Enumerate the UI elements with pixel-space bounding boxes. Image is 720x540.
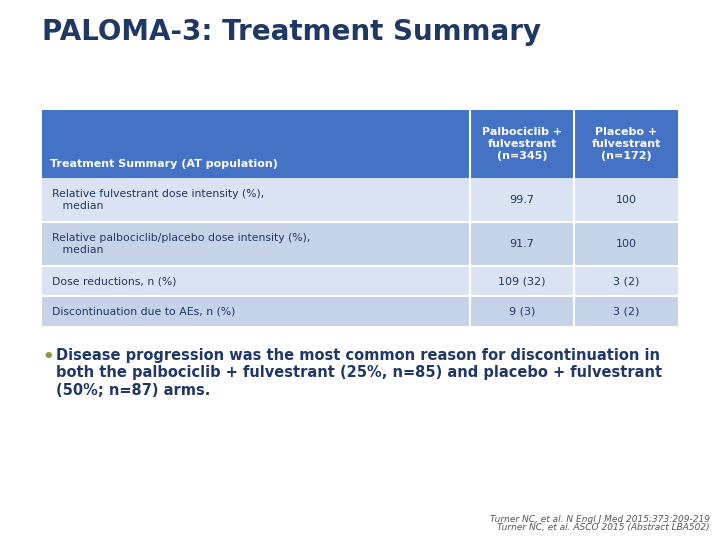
Bar	[470, 296, 574, 326]
Text: 100: 100	[616, 195, 636, 205]
Bar	[574, 178, 678, 222]
Text: Palbociclib +
fulvestrant
(n=345): Palbociclib + fulvestrant (n=345)	[482, 127, 562, 160]
Text: 9 (3): 9 (3)	[509, 306, 535, 316]
Text: •: •	[42, 348, 53, 366]
Bar	[42, 222, 470, 266]
Bar	[470, 266, 574, 296]
Text: 3 (2): 3 (2)	[613, 276, 639, 286]
Text: Relative palbociclib/placebo dose intensity (%),
   median: Relative palbociclib/placebo dose intens…	[52, 233, 310, 255]
Bar	[574, 296, 678, 326]
Bar	[42, 110, 470, 178]
Bar	[470, 222, 574, 266]
Text: 100: 100	[616, 239, 636, 249]
Bar	[470, 178, 574, 222]
Text: Turner NC, et al. ASCO 2015 (Abstract LBA502): Turner NC, et al. ASCO 2015 (Abstract LB…	[498, 523, 710, 532]
Text: Relative fulvestrant dose intensity (%),
   median: Relative fulvestrant dose intensity (%),…	[52, 189, 264, 211]
Bar	[574, 110, 678, 178]
Text: Dose reductions, n (%): Dose reductions, n (%)	[52, 276, 176, 286]
Text: 99.7: 99.7	[510, 195, 534, 205]
Text: Turner NC, et al. N Engl J Med 2015;373:209-219: Turner NC, et al. N Engl J Med 2015;373:…	[490, 515, 710, 524]
Bar	[42, 296, 470, 326]
Bar	[42, 178, 470, 222]
Text: Disease progression was the most common reason for discontinuation in
both the p: Disease progression was the most common …	[56, 348, 662, 398]
Text: 109 (32): 109 (32)	[498, 276, 546, 286]
Bar	[574, 222, 678, 266]
Bar	[470, 110, 574, 178]
Bar	[574, 266, 678, 296]
Text: 3 (2): 3 (2)	[613, 306, 639, 316]
Bar	[42, 266, 470, 296]
Text: PALOMA-3: Treatment Summary: PALOMA-3: Treatment Summary	[42, 18, 541, 46]
Text: Placebo +
fulvestrant
(n=172): Placebo + fulvestrant (n=172)	[591, 127, 661, 160]
Text: 91.7: 91.7	[510, 239, 534, 249]
Text: Treatment Summary (AT population): Treatment Summary (AT population)	[50, 159, 278, 169]
Text: Discontinuation due to AEs, n (%): Discontinuation due to AEs, n (%)	[52, 306, 235, 316]
